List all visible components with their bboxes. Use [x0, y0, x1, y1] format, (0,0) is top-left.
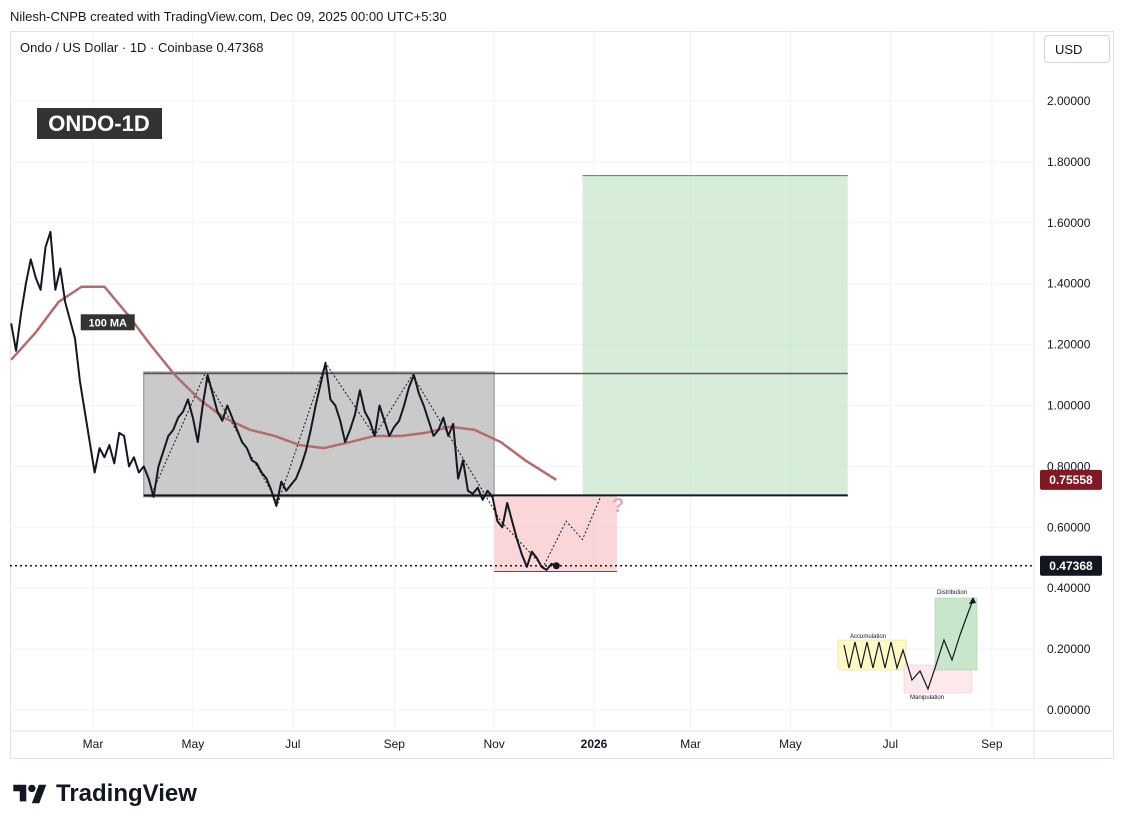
title-bg [37, 108, 162, 139]
manipulation-label: Manipulation [910, 695, 944, 701]
chart-labels: 0.75558 0.47368 ONDO-1D 100 MA [37, 108, 1102, 576]
x-tick-label: Sep [384, 737, 406, 751]
ma-label: 100 MA [88, 317, 127, 329]
x-tick-label: May [182, 737, 205, 751]
inset-arrow [969, 597, 976, 604]
y-tick-label: 1.20000 [1047, 338, 1091, 352]
grid-lines [10, 31, 1034, 730]
inset-path [843, 599, 974, 691]
question-mark: ? [612, 495, 624, 517]
x-tick-label: Mar [83, 737, 104, 751]
y-tick-label: 1.00000 [1047, 399, 1091, 413]
y-tick-label: 0.40000 [1047, 581, 1091, 595]
ma-label-bg [80, 314, 135, 331]
target-box [582, 175, 848, 496]
x-tick-label: Jul [285, 737, 300, 751]
price-label: 0.75558 [1049, 473, 1093, 487]
x-tick-label: Jul [883, 737, 898, 751]
attribution-text: Nilesh-CNPB created with TradingView.com… [10, 9, 447, 24]
annotation-boxes: ? [143, 175, 848, 572]
x-tick-label: May [779, 737, 802, 751]
y-tick-label: 0.80000 [1047, 459, 1091, 473]
y-tick-label: 2.00000 [1047, 94, 1091, 108]
tradingview-logo[interactable]: TradingView [12, 780, 197, 808]
ma-line [10, 285, 558, 481]
symbol-legend: Ondo / US Dollar · 1D · Coinbase 0.47368 [20, 40, 264, 55]
distribution-box [934, 597, 978, 671]
distribution-label: Distribution [937, 590, 967, 596]
currency-button[interactable]: USD [1044, 35, 1110, 63]
y-tick-label: 1.80000 [1047, 155, 1091, 169]
price-label: 0.47368 [1049, 559, 1093, 573]
y-tick-label: 0.20000 [1047, 642, 1091, 656]
x-tick-label: 2026 [581, 737, 608, 751]
y-tick-label: 0.00000 [1047, 703, 1091, 717]
price-label-bg [1040, 555, 1102, 576]
series-lines [10, 230, 1034, 571]
price-label-bg [1040, 469, 1102, 490]
chart-frame [10, 31, 1114, 759]
y-tick-label: 1.40000 [1047, 277, 1091, 291]
tradingview-logo-text: TradingView [56, 780, 197, 807]
accumulation-label: Accumulation [850, 634, 886, 640]
y-tick-label: 0.60000 [1047, 520, 1091, 534]
axes: 2.00000 1.80000 1.60000 1.40000 1.20000 1.000… [10, 32, 1114, 758]
x-tick-label: Nov [483, 737, 504, 751]
tradingview-logo-icon [13, 784, 47, 804]
x-tick-label: Mar [680, 737, 701, 751]
x-tick-label: Sep [981, 737, 1003, 751]
y-tick-label: 1.60000 [1047, 216, 1091, 230]
chart-title: ONDO-1D [48, 111, 149, 136]
price-line [10, 230, 557, 571]
wyckoff-inset: Accumulation Distribution Manipulation [837, 590, 978, 701]
